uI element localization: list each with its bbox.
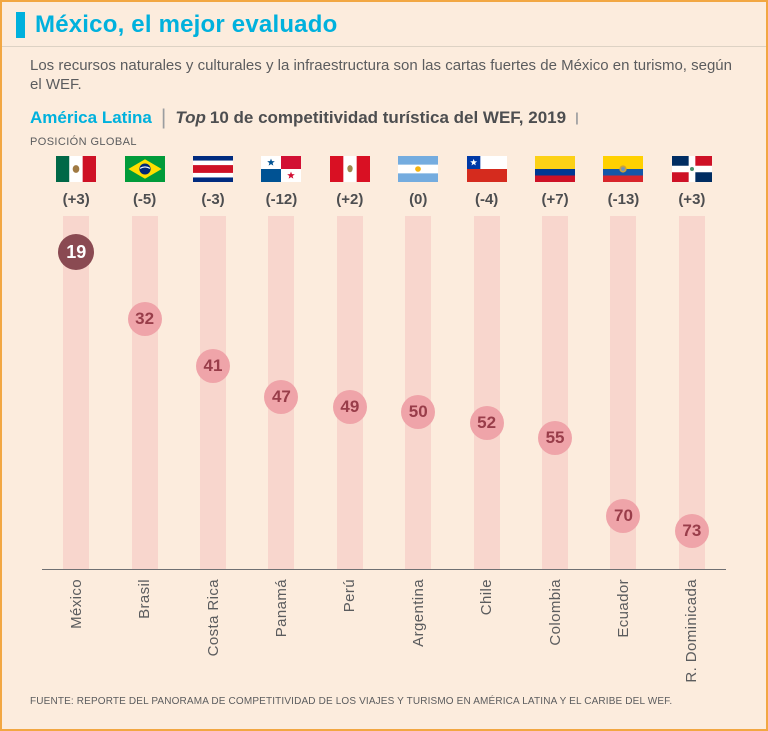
country-column-panama: (-12) 47 bbox=[247, 156, 315, 570]
rank-circle: 41 bbox=[196, 349, 231, 384]
rank-bar-area: 73 bbox=[658, 216, 726, 570]
rank-bar-area: 32 bbox=[110, 216, 178, 570]
country-label-cell: Perú bbox=[316, 570, 384, 694]
title-row: México, el mejor evaluado bbox=[2, 2, 766, 47]
country-label: Costa Rica bbox=[204, 579, 222, 657]
peru-flag-icon bbox=[329, 156, 370, 183]
rank-change-label: (0) bbox=[409, 191, 428, 209]
country-label-cell: Brasil bbox=[110, 570, 178, 694]
section-label: América Latina bbox=[30, 107, 152, 127]
rank-change-label: (-12) bbox=[265, 191, 298, 209]
rank-bar bbox=[63, 216, 90, 570]
country-label: Brasil bbox=[136, 579, 154, 620]
rank-circle: 55 bbox=[538, 421, 573, 456]
section-header: América Latina | Top 10 de competitividad… bbox=[30, 107, 738, 128]
rank-bar bbox=[405, 216, 432, 570]
country-label-cell: R. Dominicada bbox=[658, 570, 726, 694]
country-column-peru: (+2) 49 bbox=[316, 156, 384, 570]
country-label-cell: Argentina bbox=[384, 570, 452, 694]
rank-change-label: (+2) bbox=[336, 191, 364, 209]
source-note: FUENTE: REPORTE DEL PANORAMA DE COMPETIT… bbox=[30, 696, 673, 708]
country-column-mexico: (+3) 19 bbox=[42, 156, 110, 570]
axis-baseline bbox=[42, 569, 726, 571]
rank-bar-area: 70 bbox=[589, 216, 657, 570]
country-column-dominican-republic: (+3) 73 bbox=[658, 156, 726, 570]
axis-label: POSICIÓN GLOBAL bbox=[30, 136, 137, 149]
dominican-republic-flag-icon bbox=[671, 156, 712, 183]
rank-bar bbox=[131, 216, 158, 570]
rank-circle: 52 bbox=[469, 406, 504, 441]
country-column-chile: (-4) 52 bbox=[452, 156, 520, 570]
chart-labels: México Brasil Costa Rica Panamá Perú Argentin… bbox=[42, 570, 726, 694]
country-label-cell: Ecuador bbox=[589, 570, 657, 694]
page-title: México, el mejor evaluado bbox=[35, 11, 338, 38]
chile-flag-icon bbox=[466, 156, 507, 183]
country-column-costa-rica: (-3) 41 bbox=[179, 156, 247, 570]
rank-bar-area: 50 bbox=[384, 216, 452, 570]
costa-rica-flag-icon bbox=[193, 156, 234, 183]
title-accent-mark bbox=[16, 12, 25, 38]
country-label-cell: Chile bbox=[452, 570, 520, 694]
rank-bar-area: 41 bbox=[179, 216, 247, 570]
colombia-flag-icon bbox=[535, 156, 576, 183]
country-label: México bbox=[67, 579, 85, 630]
country-label: Panamá bbox=[272, 579, 290, 638]
country-label: Argentina bbox=[409, 579, 427, 648]
rank-bar bbox=[678, 216, 705, 570]
rank-circle: 47 bbox=[264, 380, 299, 415]
rank-circle: 73 bbox=[674, 514, 709, 549]
rank-change-label: (+3) bbox=[678, 191, 706, 209]
ecuador-flag-icon bbox=[603, 156, 644, 183]
rank-bar-area: 49 bbox=[316, 216, 384, 570]
rank-change-label: (-3) bbox=[201, 191, 225, 209]
chart-title: Top 10 de competitividad turística del WE… bbox=[175, 108, 566, 128]
country-label: Colombia bbox=[546, 579, 564, 646]
country-label-cell: Colombia bbox=[521, 570, 589, 694]
chart-title-rest: 10 de competitividad turística del WEF, … bbox=[209, 107, 567, 127]
subtitle: Los recursos naturales y culturales y la… bbox=[30, 57, 732, 94]
country-label: Chile bbox=[478, 579, 496, 616]
rank-bar bbox=[200, 216, 227, 570]
chart-title-italic: Top bbox=[175, 107, 206, 127]
rank-bar bbox=[473, 216, 500, 570]
country-label-cell: Costa Rica bbox=[179, 570, 247, 694]
country-column-colombia: (+7) 55 bbox=[521, 156, 589, 570]
panama-flag-icon bbox=[261, 156, 302, 183]
rank-circle: 50 bbox=[401, 395, 436, 430]
rank-circle: 49 bbox=[332, 390, 367, 425]
chart-columns: (+3) 19 (-5) 32 (-3) 41 (-12) 47 (+2) 49 (0) 50 (-4)… bbox=[42, 156, 726, 570]
country-label: R. Dominicada bbox=[683, 579, 701, 683]
rank-change-label: (+7) bbox=[541, 191, 569, 209]
country-label-cell: México bbox=[42, 570, 110, 694]
rank-circle: 19 bbox=[58, 234, 95, 271]
argentina-flag-icon bbox=[398, 156, 439, 183]
rank-bar-area: 55 bbox=[521, 216, 589, 570]
end-tick-icon: | bbox=[575, 110, 579, 126]
rank-bar-area: 47 bbox=[247, 216, 315, 570]
separator-bar: | bbox=[160, 106, 167, 130]
country-label: Ecuador bbox=[614, 579, 632, 639]
country-label: Perú bbox=[341, 579, 359, 613]
brazil-flag-icon bbox=[124, 156, 165, 183]
rank-bar-area: 52 bbox=[452, 216, 520, 570]
ranking-chart: (+3) 19 (-5) 32 (-3) 41 (-12) 47 (+2) 49 (0) 50 (-4)… bbox=[42, 156, 726, 694]
rank-circle: 70 bbox=[606, 499, 641, 534]
rank-change-label: (-5) bbox=[132, 191, 157, 209]
country-column-argentina: (0) 50 bbox=[384, 156, 452, 570]
country-label-cell: Panamá bbox=[247, 570, 315, 694]
mexico-flag-icon bbox=[56, 156, 97, 183]
country-column-ecuador: (-13) 70 bbox=[589, 156, 657, 570]
rank-change-label: (-13) bbox=[607, 191, 640, 209]
country-column-brazil: (-5) 32 bbox=[110, 156, 178, 570]
rank-bar bbox=[542, 216, 569, 570]
rank-circle: 32 bbox=[127, 302, 162, 337]
rank-bar-area: 19 bbox=[42, 216, 110, 570]
rank-change-label: (-4) bbox=[474, 191, 499, 209]
rank-change-label: (+3) bbox=[62, 191, 90, 209]
